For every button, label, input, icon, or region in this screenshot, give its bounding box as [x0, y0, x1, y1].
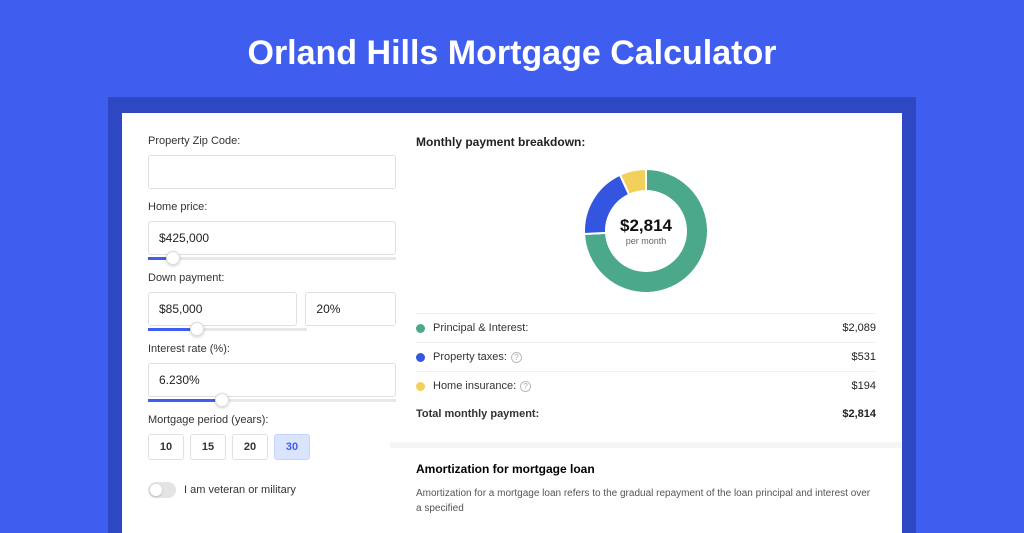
veteran-toggle[interactable]	[148, 482, 176, 498]
legend-label: Property taxes:?	[433, 351, 852, 363]
home-price-input[interactable]	[148, 221, 396, 255]
period-option-30[interactable]: 30	[274, 434, 310, 460]
legend-rows: Principal & Interest:$2,089Property taxe…	[416, 313, 876, 400]
info-icon[interactable]: ?	[520, 381, 531, 392]
total-value: $2,814	[842, 408, 876, 420]
donut-center: $2,814 per month	[582, 167, 710, 295]
legend-row: Home insurance:?$194	[416, 371, 876, 400]
down-payment-slider[interactable]	[148, 328, 307, 331]
donut-amount: $2,814	[620, 216, 672, 236]
down-payment-row: Down payment:	[148, 272, 396, 331]
donut-chart: $2,814 per month	[582, 167, 710, 295]
interest-rate-row: Interest rate (%):	[148, 343, 396, 402]
slider-thumb[interactable]	[215, 393, 229, 407]
amortization-section: Amortization for mortgage loan Amortizat…	[390, 442, 902, 516]
legend-swatch	[416, 382, 425, 391]
legend-label: Principal & Interest:	[433, 322, 842, 334]
legend-row: Property taxes:?$531	[416, 342, 876, 371]
info-icon[interactable]: ?	[511, 352, 522, 363]
down-payment-amount-input[interactable]	[148, 292, 297, 326]
interest-rate-slider[interactable]	[148, 399, 396, 402]
legend-swatch	[416, 353, 425, 362]
home-price-slider[interactable]	[148, 257, 396, 260]
home-price-label: Home price:	[148, 201, 396, 213]
legend-value: $531	[852, 351, 876, 363]
home-price-row: Home price:	[148, 201, 396, 260]
legend-label: Home insurance:?	[433, 380, 852, 392]
period-label: Mortgage period (years):	[148, 414, 396, 426]
slider-thumb[interactable]	[190, 322, 204, 336]
veteran-label: I am veteran or military	[184, 484, 296, 496]
down-payment-percent-input[interactable]	[305, 292, 396, 326]
slider-fill	[148, 399, 222, 402]
zip-input[interactable]	[148, 155, 396, 189]
donut-wrap: $2,814 per month	[416, 163, 876, 313]
period-option-20[interactable]: 20	[232, 434, 268, 460]
breakdown-title: Monthly payment breakdown:	[416, 135, 876, 149]
form-panel: Property Zip Code: Home price: Down paym…	[148, 135, 396, 533]
card-shadow: Property Zip Code: Home price: Down paym…	[108, 97, 916, 533]
legend-value: $2,089	[842, 322, 876, 334]
zip-label: Property Zip Code:	[148, 135, 396, 147]
legend-swatch	[416, 324, 425, 333]
zip-row: Property Zip Code:	[148, 135, 396, 189]
breakdown-panel: Monthly payment breakdown: $2,814 per mo…	[416, 135, 876, 533]
interest-rate-input[interactable]	[148, 363, 396, 397]
donut-sub: per month	[626, 236, 667, 246]
legend-row: Principal & Interest:$2,089	[416, 314, 876, 342]
calculator-card: Property Zip Code: Home price: Down paym…	[122, 113, 902, 533]
period-option-10[interactable]: 10	[148, 434, 184, 460]
amortization-title: Amortization for mortgage loan	[416, 462, 876, 476]
page-title: Orland Hills Mortgage Calculator	[0, 0, 1024, 97]
period-row: Mortgage period (years): 10152030	[148, 414, 396, 460]
slider-thumb[interactable]	[166, 251, 180, 265]
total-row: Total monthly payment: $2,814	[416, 400, 876, 428]
interest-rate-label: Interest rate (%):	[148, 343, 396, 355]
down-payment-label: Down payment:	[148, 272, 396, 284]
total-label: Total monthly payment:	[416, 408, 842, 420]
period-option-15[interactable]: 15	[190, 434, 226, 460]
veteran-row: I am veteran or military	[148, 482, 396, 498]
legend-value: $194	[852, 380, 876, 392]
